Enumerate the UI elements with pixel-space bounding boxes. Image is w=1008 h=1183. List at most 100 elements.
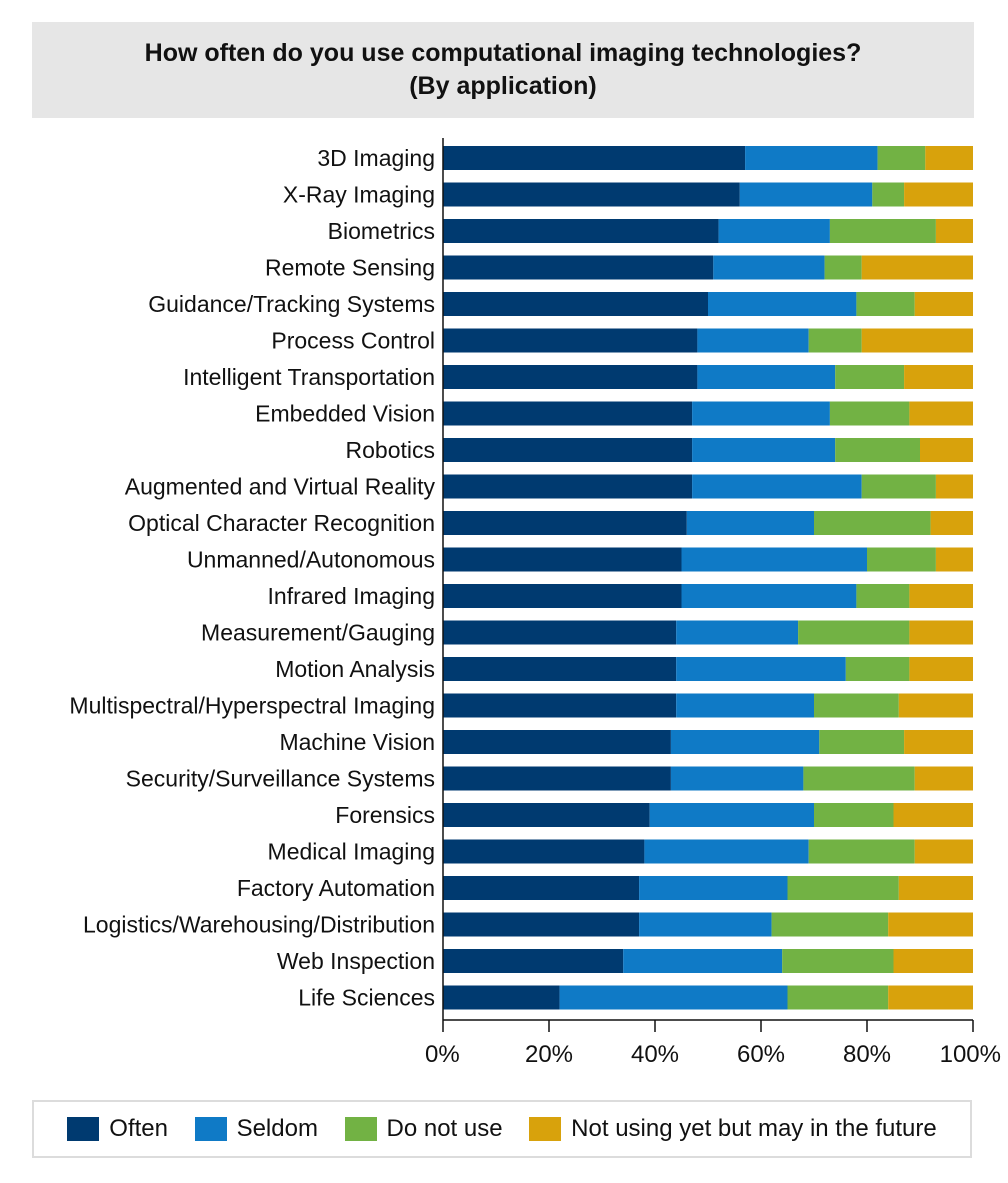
chart-legend: Often Seldom Do not use Not using yet but m…: [32, 1100, 972, 1158]
bar-segment: [856, 292, 915, 316]
category-label: Measurement/Gauging: [201, 620, 435, 646]
bar-segment: [676, 693, 814, 718]
bar-segment: [443, 803, 650, 827]
bar-segment: [861, 474, 936, 499]
bar-segment: [787, 985, 889, 1010]
x-tick-label: 60%: [737, 1041, 785, 1068]
legend-item: Often: [67, 1115, 168, 1143]
bar-segment: [798, 620, 910, 645]
bar-segment: [443, 766, 671, 791]
chart-title-box: How often do you use computational imagi…: [32, 22, 974, 118]
category-label: Factory Automation: [237, 875, 435, 901]
category-label: Web Inspection: [277, 948, 435, 974]
bar-segment: [443, 730, 671, 754]
category-label: Embedded Vision: [255, 401, 435, 427]
bar-segment: [819, 730, 905, 754]
bar-segment: [443, 365, 698, 389]
x-tick-label: 80%: [843, 1041, 891, 1068]
bar-segment: [639, 876, 788, 900]
bar-segment: [443, 146, 746, 170]
bar-segment: [676, 620, 799, 645]
bar-segment: [803, 766, 915, 791]
bar-segment: [713, 255, 825, 280]
bar-segment: [824, 255, 862, 280]
bar-segment: [739, 182, 873, 207]
bar-segment: [914, 766, 973, 791]
bar-segment: [443, 511, 687, 535]
bar-segment: [909, 401, 973, 426]
bar-segment: [644, 839, 809, 864]
bar-segment: [639, 912, 772, 937]
legend-swatch: [529, 1117, 562, 1141]
bar-segment: [893, 949, 973, 973]
bar-segment: [909, 620, 973, 645]
bar-segment: [443, 985, 560, 1010]
bar-segment: [443, 292, 708, 316]
category-label: Robotics: [346, 437, 435, 463]
bar-segment: [808, 839, 915, 864]
bar-segment: [443, 693, 677, 718]
x-tick-label: 0%: [425, 1041, 460, 1068]
bar-segment: [909, 657, 973, 681]
bar-segment: [935, 474, 973, 499]
bar-segment: [914, 292, 973, 316]
bar-segment: [443, 547, 682, 572]
x-tick-label: 40%: [631, 1041, 679, 1068]
bar-segment: [745, 146, 878, 170]
bar-segment: [814, 693, 899, 718]
bar-segment: [935, 219, 973, 243]
category-label: Machine Vision: [279, 729, 435, 755]
bar-segment: [692, 438, 836, 462]
bar-segment: [898, 693, 973, 718]
bar-segment: [904, 730, 973, 754]
bar-segment: [914, 839, 973, 864]
category-label: Intelligent Transportation: [183, 364, 435, 390]
category-label: Security/Surveillance Systems: [126, 766, 435, 792]
bar-segment: [681, 584, 857, 608]
bar-segment: [893, 803, 973, 827]
bar-segment: [787, 876, 899, 900]
bar-segment: [930, 511, 973, 535]
category-label: Augmented and Virtual Reality: [125, 474, 436, 500]
chart-title: How often do you use computational imagi…: [144, 39, 862, 67]
legend-label: Do not use: [386, 1115, 503, 1142]
category-label: Biometrics: [328, 218, 435, 244]
bar-segment: [443, 182, 740, 207]
bar-segment: [718, 219, 830, 243]
legend-swatch: [67, 1117, 100, 1141]
bar-segment: [814, 803, 894, 827]
category-label: Optical Character Recognition: [128, 510, 435, 536]
category-label: Logistics/Warehousing/Distribution: [83, 912, 435, 938]
legend-item: Seldom: [194, 1115, 318, 1143]
bar-segment: [443, 584, 682, 608]
chart-subtitle: (By application): [409, 72, 597, 100]
legend-label: Often: [109, 1115, 168, 1142]
bar-segment: [443, 219, 719, 243]
bar-segment: [814, 511, 931, 535]
bar-segment: [559, 985, 788, 1010]
bar-segment: [681, 547, 867, 572]
bar-segment: [861, 255, 973, 280]
bar-segment: [443, 657, 677, 681]
category-label: Infrared Imaging: [268, 583, 435, 609]
bar-segment: [904, 182, 973, 207]
legend-item: Do not use: [344, 1115, 503, 1143]
x-tick-label: 20%: [525, 1041, 573, 1068]
bar-segment: [443, 949, 624, 973]
bar-segment: [692, 474, 862, 499]
bar-segment: [782, 949, 894, 973]
bar-segment: [443, 255, 714, 280]
bar-segment: [443, 438, 693, 462]
bar-segment: [443, 876, 640, 900]
bar-segment: [925, 146, 973, 170]
bar-segment: [676, 657, 846, 681]
bar-segment: [835, 438, 920, 462]
category-label: Motion Analysis: [275, 656, 435, 682]
bar-segment: [829, 219, 936, 243]
category-label: Forensics: [335, 802, 435, 828]
legend-item: Not using yet but may in the future: [529, 1115, 937, 1143]
bar-segment: [829, 401, 910, 426]
bar-segment: [935, 547, 973, 572]
bar-segment: [443, 401, 693, 426]
category-label: Life Sciences: [298, 985, 435, 1011]
